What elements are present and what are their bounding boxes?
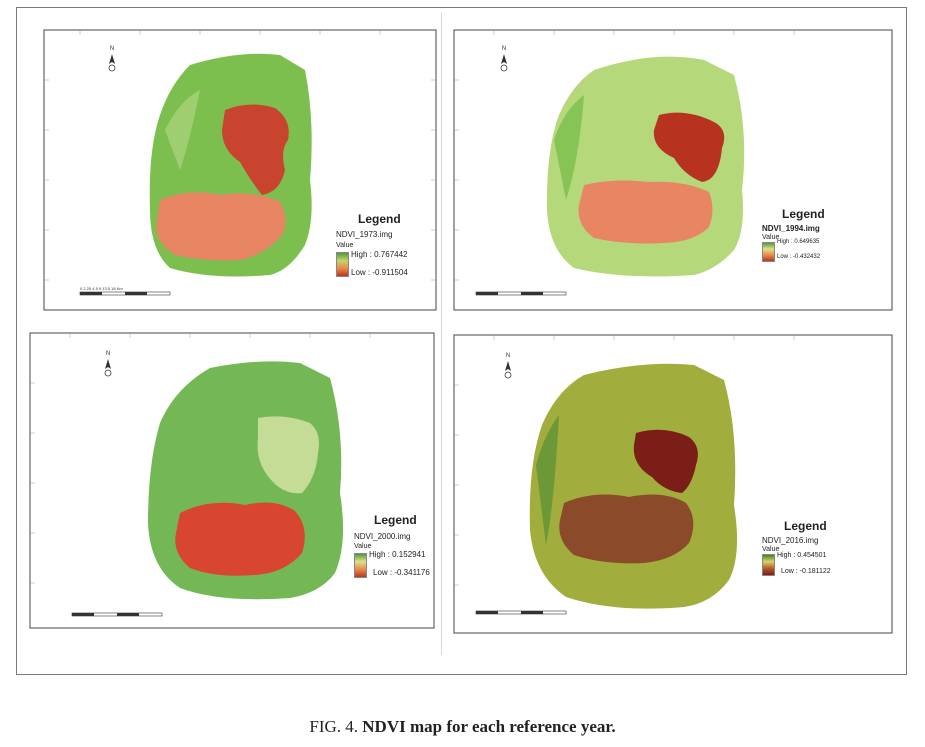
panel-divider (441, 12, 442, 655)
map-panel-1973: N 0 2.25 4.5 9 13.5 18 Km Legend NDVI_19… (40, 29, 438, 320)
svg-text:N: N (506, 353, 510, 359)
lake-north (222, 104, 289, 195)
north-arrow-icon: N (500, 46, 508, 72)
legend-swatch (762, 554, 775, 576)
svg-text:N: N (110, 46, 114, 52)
legend-swatch (762, 242, 775, 262)
scale-bar-icon (475, 291, 567, 296)
legend-title: Legend (358, 212, 401, 226)
legend-file: NDVI_2000.img (354, 532, 411, 541)
legend-swatch (336, 252, 349, 277)
lake-south (559, 494, 694, 564)
legend-high: High : 0.649635 (777, 239, 820, 245)
legend-title: Legend (784, 519, 827, 533)
legend-1994: Legend NDVI_1994.img Value High : 0.6496… (760, 205, 880, 295)
legend-low: Low : -0.911504 (351, 268, 408, 277)
scale-bar-icon (71, 612, 163, 617)
caption-label: FIG. 4. (309, 717, 359, 736)
legend-2016: Legend NDVI_2016.img Value High : 0.4545… (762, 517, 884, 607)
map-panel-1994: N Legend NDVI_1994.img Value High : 0.64… (453, 29, 894, 320)
lake-north (653, 112, 725, 182)
map-canvas-1973: N 0 2.25 4.5 9 13.5 18 Km (43, 29, 437, 311)
legend-swatch (354, 553, 367, 578)
legend-file: NDVI_2016.img (762, 536, 819, 545)
legend-high: High : 0.152941 (369, 550, 426, 559)
vegetation-highlight (554, 95, 584, 200)
north-arrow-icon: N (104, 351, 112, 377)
legend-value-label: Value (336, 242, 354, 249)
vegetation-highlight (536, 415, 559, 545)
svg-text:N: N (502, 46, 506, 52)
graticule-ticks (454, 30, 795, 281)
caption-text: NDVI map for each reference year. (362, 717, 616, 736)
scale-bar-icon (475, 610, 567, 615)
graticule-ticks (454, 335, 795, 586)
scale-bar-icon: 0 2.25 4.5 9 13.5 18 Km (79, 286, 171, 296)
legend-low: Low : -0.181122 (781, 568, 831, 575)
legend-title: Legend (782, 207, 825, 221)
legend-2000: Legend NDVI_2000.img Value High : 0.1529… (336, 511, 436, 601)
legend-file: NDVI_1973.img (336, 230, 393, 239)
map-canvas-1994: N (453, 29, 893, 311)
svg-text:0 2.25 4.5 9 13.5 18 Km: 0 2.25 4.5 9 13.5 18 Km (80, 286, 123, 291)
lake-south (156, 192, 286, 261)
graticule-ticks (44, 30, 436, 281)
vegetation-highlight (165, 90, 200, 170)
svg-text:N: N (106, 351, 110, 357)
legend-low: Low : -0.432432 (777, 254, 821, 260)
legend-low: Low : -0.341176 (373, 568, 430, 577)
legend-1973: Legend NDVI_1973.img Value High : 0.7674… (336, 210, 436, 300)
lake-north (257, 416, 319, 494)
north-arrow-icon: N (108, 46, 116, 72)
legend-file: NDVI_1994.img (762, 224, 820, 233)
legend-high: High : 0.767442 (351, 250, 408, 259)
figure-caption: FIG. 4. NDVI map for each reference year… (0, 717, 925, 737)
north-arrow-icon: N (504, 353, 512, 379)
graticule-ticks (30, 333, 371, 584)
study-area-land (529, 363, 738, 609)
map-canvas-2016: N (453, 334, 893, 634)
lake-south (175, 502, 305, 576)
legend-high: High : 0.454501 (777, 552, 827, 559)
map-panel-2000: N Legend NDVI_2000.img Value High : 0.15… (29, 332, 438, 633)
lake-south (578, 180, 713, 244)
map-panel-2016: N Legend NDVI_2016.img Value High : 0.45… (453, 334, 894, 635)
lake-north (633, 429, 698, 493)
legend-value-label: Value (762, 546, 780, 553)
legend-title: Legend (374, 513, 417, 527)
legend-value-label: Value (354, 543, 372, 550)
map-canvas-2000: N (29, 332, 435, 629)
legend-value-label: Value (762, 234, 780, 241)
